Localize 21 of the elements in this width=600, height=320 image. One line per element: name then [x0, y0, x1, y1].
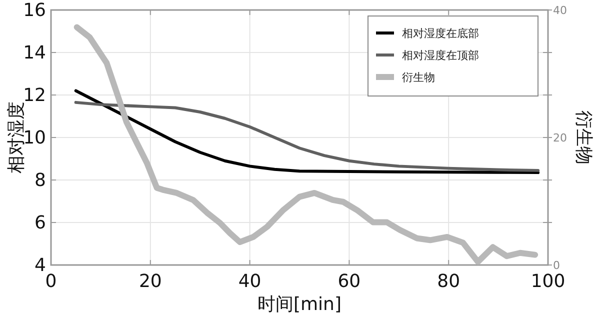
y-tick-label: 8: [34, 170, 46, 191]
legend-label: 相对湿度在底部: [402, 27, 479, 40]
y-tick-label: 16: [23, 0, 46, 21]
x-tick-label: 60: [338, 271, 361, 292]
y-tick-label: 12: [23, 85, 46, 106]
x-axis-title: 时间[min]: [258, 294, 342, 315]
x-tick-label: 40: [238, 271, 262, 292]
legend-label: 衍生物: [402, 71, 435, 84]
y-tick-label: 4: [34, 255, 46, 276]
y-tick-label: 10: [23, 128, 46, 148]
y2-tick-label: 20: [553, 132, 567, 144]
x-tick-label: 20: [138, 271, 162, 292]
legend-label: 相对湿度在顶部: [402, 49, 479, 62]
y2-tick-label: 40: [553, 4, 567, 17]
y-tick-label: 6: [34, 212, 46, 234]
x-tick-label: 0: [45, 271, 57, 292]
x-tick-label: 80: [437, 271, 460, 292]
y2-axis-title: 衍生物: [573, 110, 594, 164]
y2-tick-label: 0: [553, 259, 560, 272]
x-tick-label: 100: [530, 271, 566, 292]
y-tick-label: 14: [23, 42, 46, 64]
